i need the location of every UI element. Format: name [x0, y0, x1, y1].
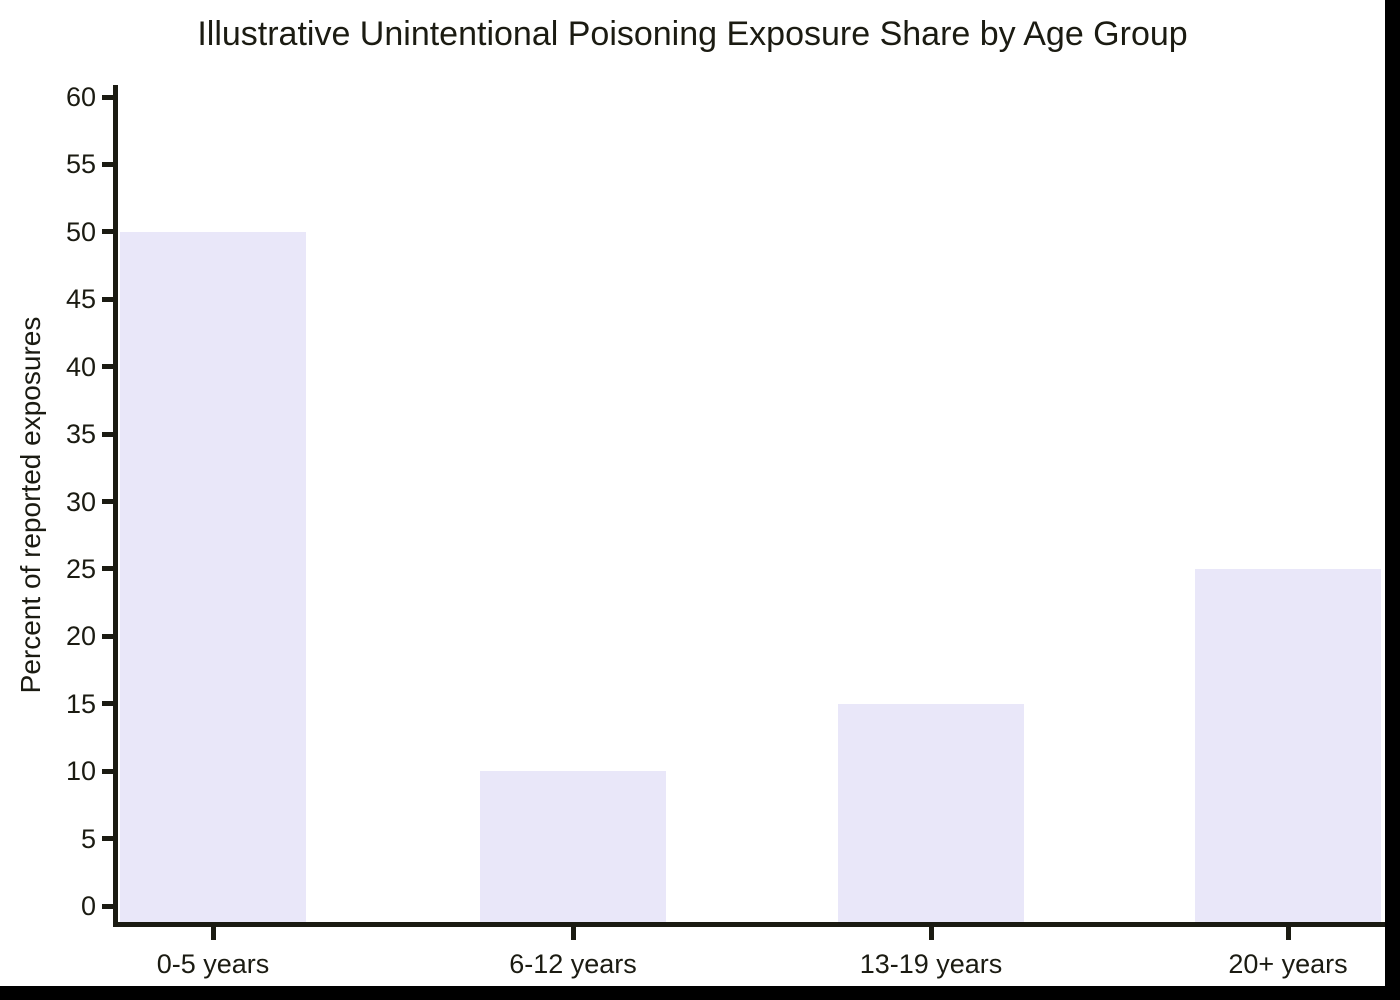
y-tick-mark — [102, 161, 113, 167]
y-tick-mark — [102, 768, 113, 774]
y-tick-label: 60 — [65, 82, 96, 112]
y-tick-mark — [102, 566, 113, 572]
bar-6-12 years — [480, 771, 666, 922]
chart-title: Illustrative Unintentional Poisoning Exp… — [197, 15, 1188, 53]
y-tick-label: 10 — [65, 756, 96, 787]
y-tick-label: 5 — [80, 823, 96, 854]
y-tick-mark — [102, 431, 113, 437]
x-axis-spine — [113, 922, 1385, 927]
x-tick-label: 6-12 years — [509, 949, 637, 979]
y-tick-mark — [102, 633, 113, 639]
y-tick-label: 0 — [80, 891, 96, 921]
y-tick-label: 45 — [65, 284, 96, 315]
y-tick-mark — [102, 701, 113, 707]
y-tick-label: 50 — [65, 216, 96, 247]
y-tick-label: 25 — [65, 553, 96, 584]
bar-13-19 years — [838, 703, 1024, 922]
y-tick-label: 30 — [65, 486, 96, 517]
y-tick-mark — [102, 499, 113, 504]
x-tick-mark — [1285, 927, 1291, 940]
y-tick-label: 35 — [65, 419, 96, 450]
y-tick-mark — [102, 296, 113, 302]
x-tick-mark — [210, 927, 216, 940]
y-tick-mark — [102, 364, 113, 370]
y-axis-spine — [113, 85, 118, 927]
x-tick-label: 13-19 years — [859, 949, 1003, 979]
x-tick-mark — [928, 927, 934, 940]
y-tick-mark — [102, 903, 113, 909]
chart-figure: Illustrative Unintentional Poisoning Exp… — [0, 0, 1385, 986]
y-tick-label: 15 — [65, 688, 96, 719]
y-tick-mark — [102, 836, 113, 842]
y-tick-mark — [102, 94, 113, 100]
bar-20+ years — [1195, 568, 1381, 922]
x-tick-label: 20+ years — [1228, 949, 1348, 979]
y-tick-label: 20 — [65, 621, 96, 652]
y-tick-label: 55 — [65, 149, 96, 180]
y-tick-label: 40 — [65, 351, 96, 382]
x-tick-mark — [570, 927, 576, 940]
x-tick-label: 0-5 years — [156, 949, 270, 979]
bar-0-5 years — [120, 231, 306, 922]
y-tick-mark — [102, 229, 113, 235]
